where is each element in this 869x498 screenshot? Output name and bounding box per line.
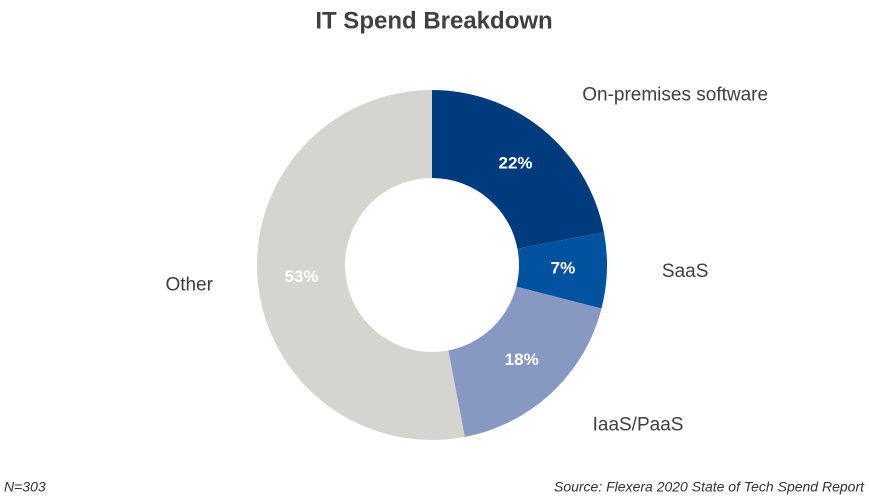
source: Source: Flexera 2020 State of Tech Spend… <box>554 479 865 495</box>
category-label: SaaS <box>662 261 708 282</box>
data-label: 22% <box>498 154 532 173</box>
category-label: Other <box>165 275 213 296</box>
category-label: IaaS/PaaS <box>593 414 684 435</box>
category-label: On-premises software <box>582 85 768 106</box>
chart-title: IT Spend Breakdown <box>315 7 552 34</box>
data-label: 53% <box>285 267 319 286</box>
slice <box>432 90 604 249</box>
slice <box>448 286 602 437</box>
data-label: 7% <box>551 259 576 278</box>
footnote: N=303 <box>4 479 46 495</box>
data-label: 18% <box>505 350 539 369</box>
slice <box>516 232 607 309</box>
slice <box>257 89 465 441</box>
